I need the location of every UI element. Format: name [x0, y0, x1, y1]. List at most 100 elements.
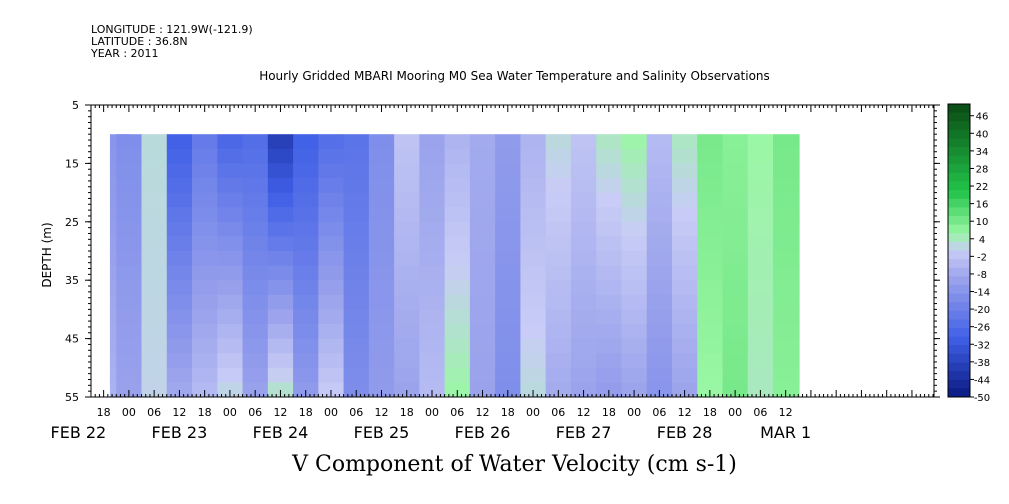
- heatmap-cell: [747, 280, 774, 296]
- heatmap-cell: [469, 353, 496, 369]
- heatmap-cell: [520, 338, 547, 354]
- heatmap-cell: [318, 178, 345, 194]
- heatmap-cell: [469, 148, 496, 164]
- colorbar-label: 22: [976, 182, 989, 193]
- heatmap-cell: [116, 148, 143, 164]
- heatmap-cell: [116, 367, 143, 383]
- heatmap-cell: [293, 309, 319, 325]
- heatmap-cell: [141, 134, 168, 150]
- heatmap-cell: [368, 309, 395, 325]
- heatmap-cell: [469, 134, 496, 150]
- heatmap-cell: [444, 178, 471, 194]
- x-hour-label: 12: [273, 406, 287, 419]
- heatmap-cell: [166, 280, 193, 296]
- heatmap-cell: [596, 134, 622, 150]
- heatmap-cell: [545, 353, 572, 369]
- heatmap-cell: [722, 236, 749, 252]
- x-hour-label: 18: [97, 406, 111, 419]
- heatmap-cell: [141, 221, 168, 237]
- heatmap-cell: [267, 221, 294, 237]
- heatmap-cell: [722, 251, 749, 267]
- heatmap-cell: [570, 134, 597, 150]
- heatmap-cell: [343, 382, 370, 398]
- heatmap-cell: [469, 178, 496, 194]
- heatmap-cell: [773, 192, 800, 208]
- heatmap-cell: [343, 163, 370, 179]
- heatmap-cell: [495, 280, 521, 296]
- heatmap-cell: [192, 280, 218, 296]
- colorbar-bin: [948, 379, 970, 389]
- heatmap-cell: [141, 280, 168, 296]
- heatmap-cell: [722, 367, 749, 383]
- heatmap-cell: [671, 207, 698, 223]
- heatmap-cell: [520, 294, 547, 310]
- heatmap-cell: [621, 280, 648, 296]
- heatmap-cell: [394, 163, 420, 179]
- heatmap-cell: [394, 280, 420, 296]
- colorbar-bin: [948, 190, 970, 200]
- colorbar-bin: [948, 129, 970, 139]
- heatmap-cell: [495, 221, 521, 237]
- heatmap-cell: [217, 294, 244, 310]
- heatmap-cell: [368, 324, 395, 340]
- heatmap-cell: [394, 178, 420, 194]
- heatmap-cell: [495, 251, 521, 267]
- heatmap-cell: [520, 148, 547, 164]
- x-hour-label: 06: [652, 406, 666, 419]
- heatmap-cell: [621, 163, 648, 179]
- heatmap-cell: [192, 178, 218, 194]
- heatmap-cell: [621, 353, 648, 369]
- heatmap-cell: [242, 367, 269, 383]
- heatmap-cell: [596, 221, 622, 237]
- heatmap-cell: [722, 280, 749, 296]
- heatmap-cell: [444, 280, 471, 296]
- heatmap-cell: [444, 134, 471, 150]
- heatmap-cell: [419, 221, 446, 237]
- heatmap-cell: [545, 280, 572, 296]
- heatmap-cell: [267, 192, 294, 208]
- heatmap-cell: [444, 324, 471, 340]
- y-tick-label: 5: [72, 99, 79, 112]
- heatmap-cell: [444, 221, 471, 237]
- heatmap-cell: [419, 382, 446, 398]
- heatmap-cell: [621, 338, 648, 354]
- colorbar-bin: [948, 104, 970, 114]
- heatmap-cell: [242, 265, 269, 281]
- heatmap-cell: [596, 280, 622, 296]
- colorbar-bin: [948, 241, 970, 251]
- heatmap-cell: [166, 236, 193, 252]
- heatmap-cell: [217, 178, 244, 194]
- heatmap-cell: [747, 192, 774, 208]
- heatmap-cell: [166, 178, 193, 194]
- heatmap-cell: [570, 236, 597, 252]
- heatmap-cell: [242, 221, 269, 237]
- heatmap-cell: [520, 192, 547, 208]
- heatmap-cell: [495, 236, 521, 252]
- longitude-label: LONGITUDE : 121.9W(-121.9): [91, 23, 253, 36]
- heatmap-cell: [293, 236, 319, 252]
- x-hour-label: 12: [678, 406, 692, 419]
- heatmap-cell: [217, 280, 244, 296]
- heatmap-cell: [293, 367, 319, 383]
- heatmap-cell: [444, 192, 471, 208]
- heatmap-cell: [318, 338, 345, 354]
- heatmap-cell: [166, 265, 193, 281]
- heatmap-cell: [570, 178, 597, 194]
- heatmap-cell: [293, 148, 319, 164]
- colorbar-bin: [948, 371, 970, 381]
- heatmap-cells: [109, 134, 800, 398]
- heatmap-cell: [217, 251, 244, 267]
- heatmap-cell: [495, 148, 521, 164]
- heatmap-cell: [747, 309, 774, 325]
- heatmap-cell: [469, 309, 496, 325]
- heatmap-cell: [343, 353, 370, 369]
- heatmap-cell: [293, 324, 319, 340]
- heatmap-cell: [747, 148, 774, 164]
- heatmap-cell: [520, 280, 547, 296]
- heatmap-cell: [166, 134, 193, 150]
- heatmap-cell: [747, 221, 774, 237]
- heatmap-cell: [596, 338, 622, 354]
- colorbar-bin: [948, 345, 970, 355]
- heatmap-cell: [722, 192, 749, 208]
